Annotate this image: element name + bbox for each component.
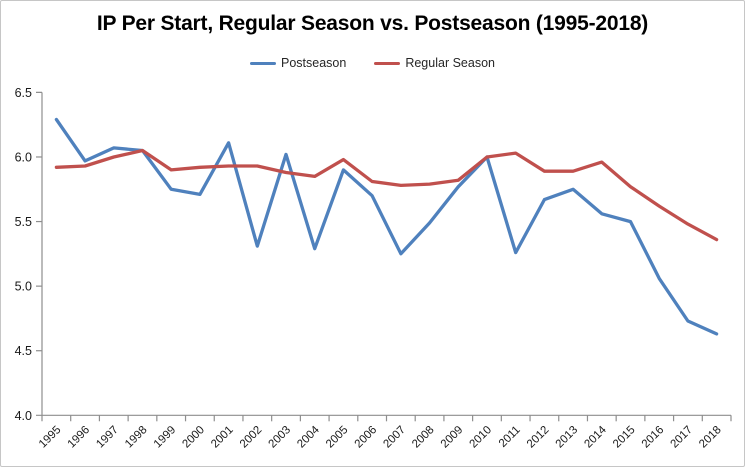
x-axis-label: 2016 (640, 424, 667, 451)
y-axis-label: 5.0 (15, 280, 32, 294)
series-line-regular-season (54, 148, 719, 242)
x-axis-label: 2007 (381, 424, 408, 451)
x-axis-label: 1998 (123, 424, 150, 451)
x-axis-label: 2000 (180, 424, 207, 451)
legend-label: Regular Season (405, 56, 495, 70)
y-axis-label: 6.0 (15, 150, 32, 164)
x-axis-label: 2010 (468, 424, 495, 451)
legend-line-swatch-icon (250, 61, 276, 65)
x-axis-label: 2002 (238, 424, 265, 451)
y-axis-label: 4.5 (15, 344, 32, 358)
y-axis-label: 6.5 (15, 86, 32, 100)
series-line-postseason (54, 117, 719, 336)
x-axis-label: 1996 (66, 424, 93, 451)
x-axis-label: 2003 (267, 424, 294, 451)
x-axis-label: 2013 (554, 424, 581, 451)
x-axis-label: 2015 (611, 424, 638, 451)
x-axis-label: 2008 (410, 424, 437, 451)
x-axis-label: 1995 (37, 424, 64, 451)
y-axis-label: 4.0 (15, 409, 32, 423)
legend-item-regular-season[interactable]: Regular Season (374, 57, 495, 70)
y-axis-label: 5.5 (15, 215, 32, 229)
x-axis-label: 2017 (668, 424, 695, 451)
legend-label: Postseason (281, 56, 347, 70)
x-axis-label: 2004 (295, 424, 322, 451)
x-axis-label: 2009 (439, 424, 466, 451)
x-axis-label: 2006 (353, 424, 380, 451)
x-axis-label: 2005 (324, 424, 351, 451)
legend-line-swatch-icon (374, 61, 401, 65)
x-axis-label: 2001 (209, 424, 236, 451)
x-axis-label: 2014 (582, 424, 609, 451)
x-axis-label: 1999 (152, 424, 179, 451)
chart-title: IP Per Start, Regular Season vs. Postsea… (96, 12, 649, 35)
x-axis-label: 2012 (525, 424, 552, 451)
legend-item-postseason[interactable]: Postseason (250, 57, 346, 70)
chart-legend: Postseason Regular Season (1, 57, 744, 70)
x-axis-label: 2018 (697, 424, 724, 451)
x-axis-label: 1997 (94, 424, 121, 451)
x-axis-label: 2011 (497, 424, 523, 450)
axis-lines (41, 92, 731, 416)
